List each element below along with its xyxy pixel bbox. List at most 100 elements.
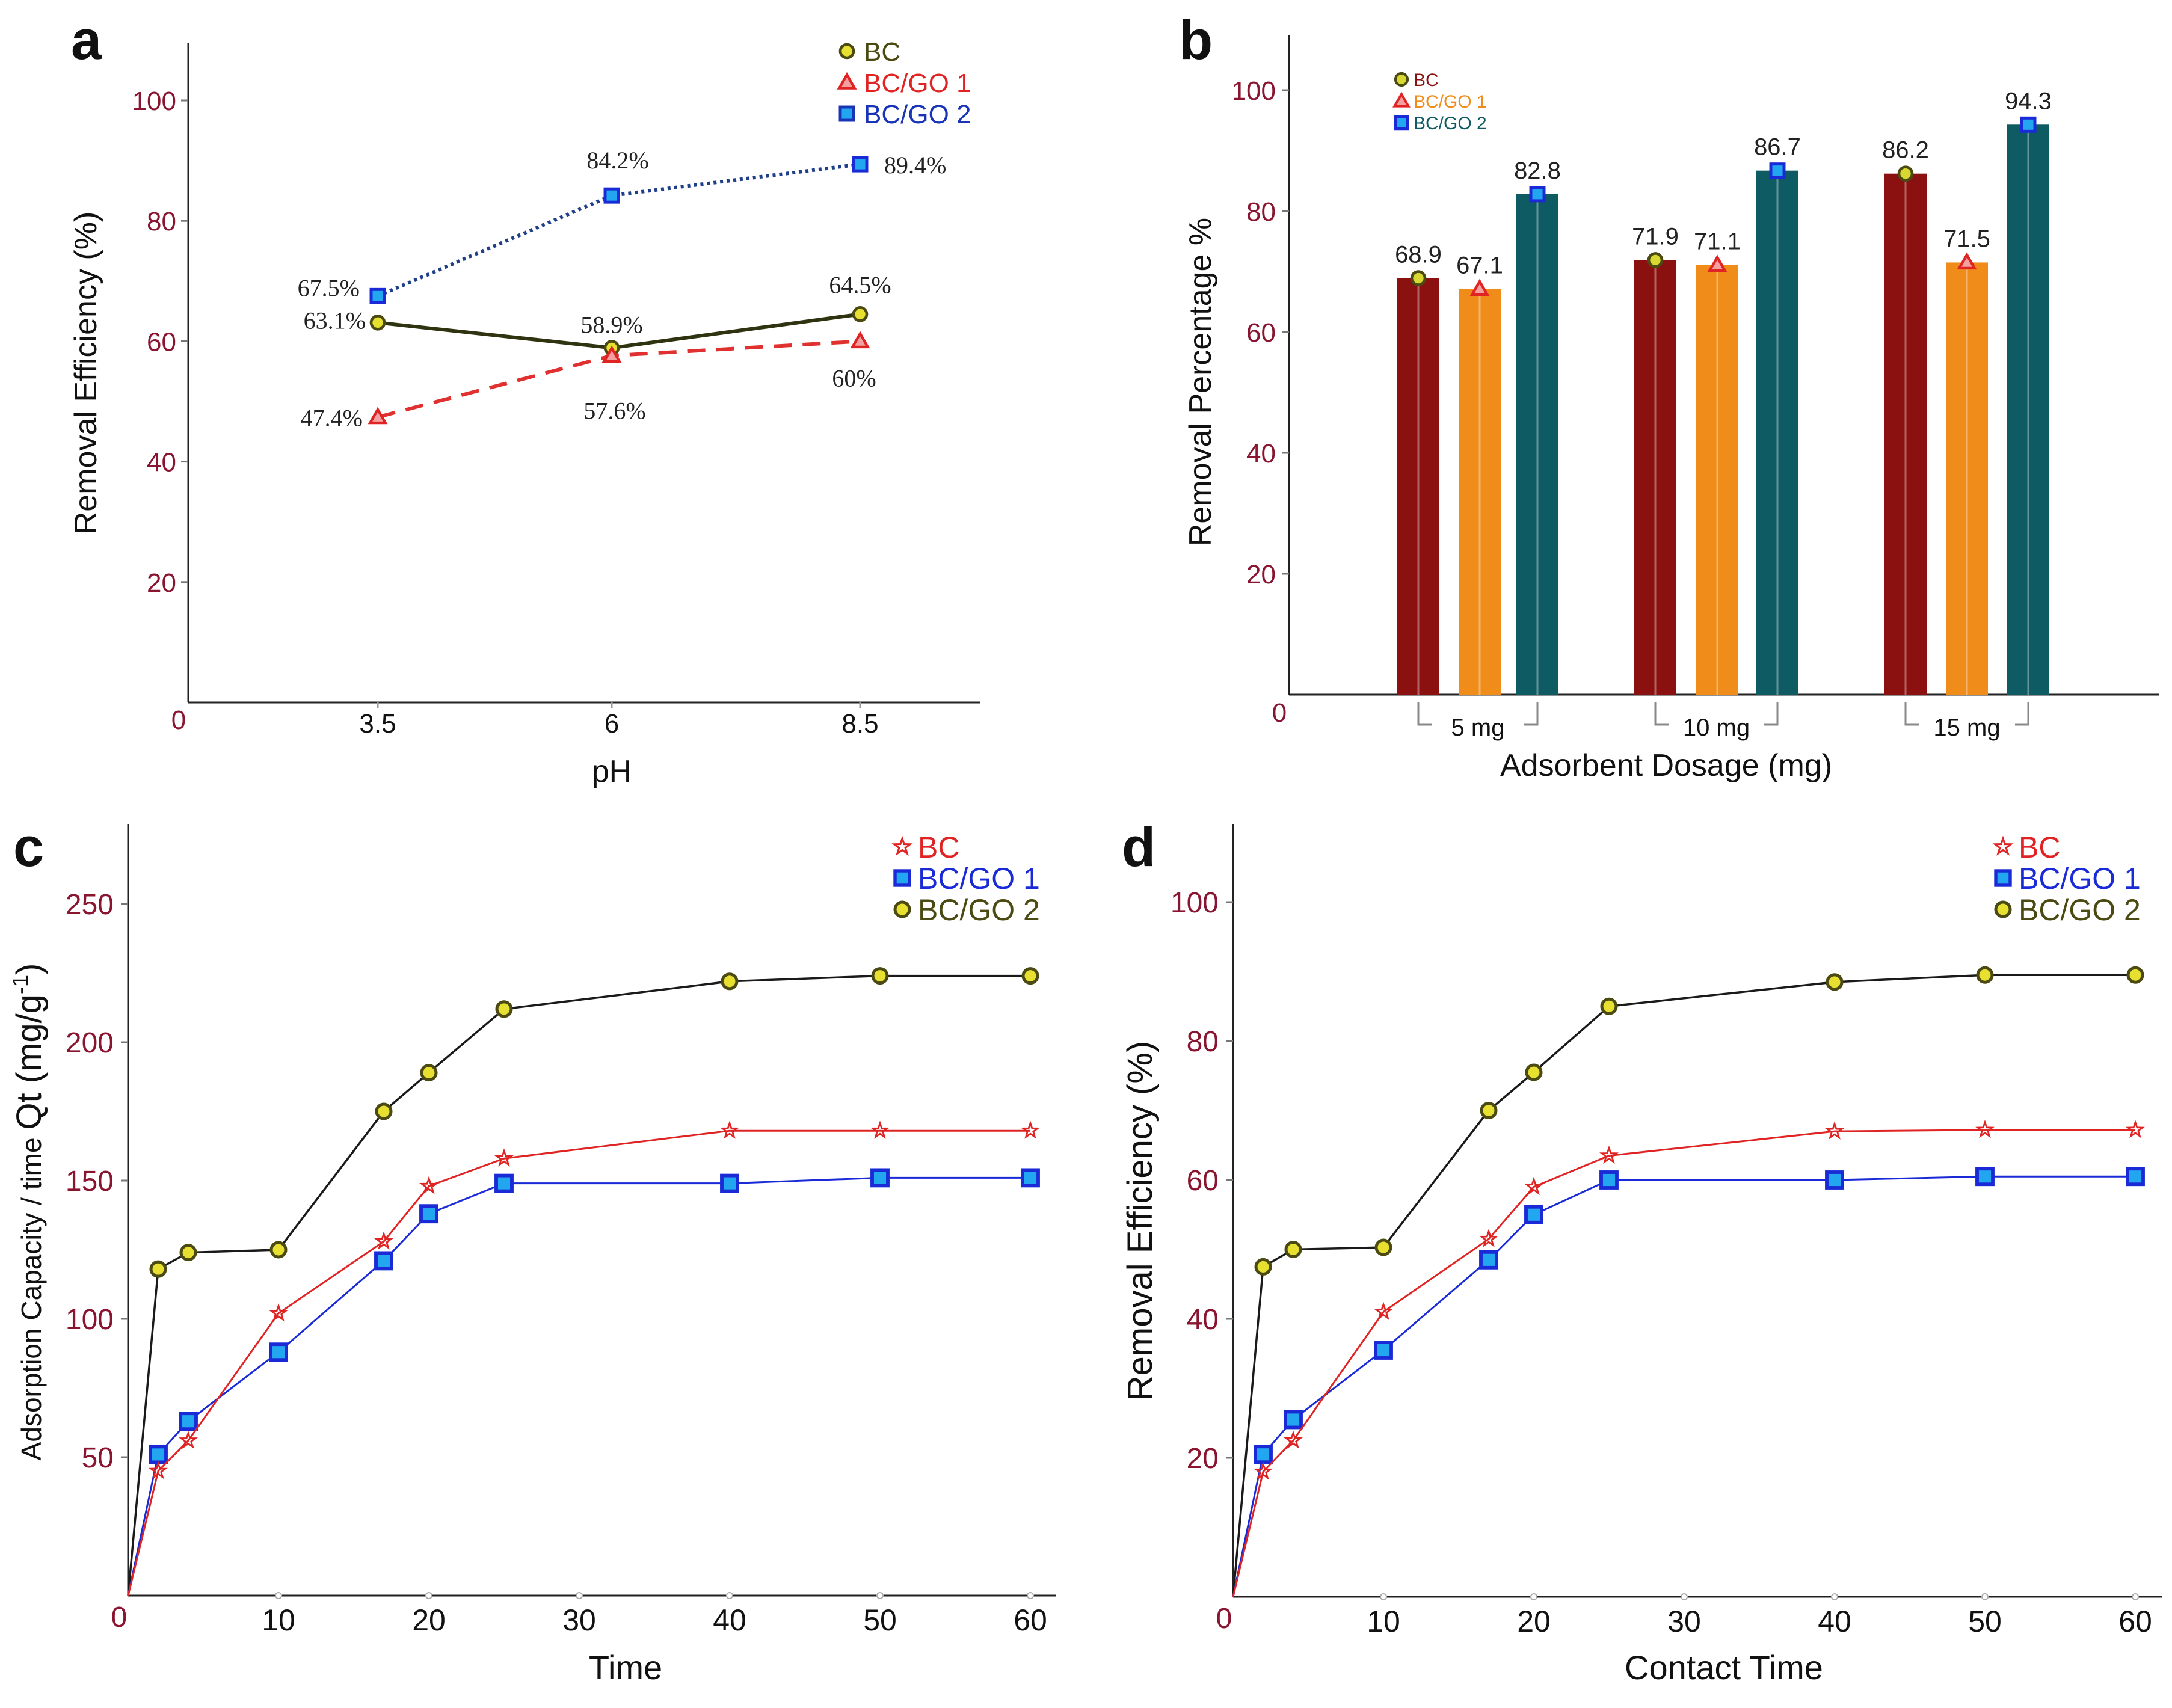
data-label: 89.4% xyxy=(884,152,946,179)
bar xyxy=(1756,170,1798,695)
bar xyxy=(2007,124,2049,695)
data-point xyxy=(1374,1341,1393,1360)
bar-marker xyxy=(1769,162,1786,179)
x-axis-title: pH xyxy=(592,754,632,789)
x-tick-label: 3.5 xyxy=(359,709,396,739)
x-tick-label: 30 xyxy=(1667,1605,1701,1638)
category-label: 15 mg xyxy=(1933,714,2000,741)
y-axis-title: Removal Efficiency (%) xyxy=(69,212,103,535)
panel-b: b 20 40 60 80 100 0 Removal Percentage % Adsorbe… xyxy=(1179,10,2159,783)
y-tick-label: 100 xyxy=(132,87,176,116)
legend-marker xyxy=(1994,869,2012,887)
series-line-BC/GO 2 xyxy=(127,974,1030,1596)
x-tick-label: 40 xyxy=(1818,1605,1851,1638)
category-bracket-right xyxy=(2015,702,2029,726)
panel-label: d xyxy=(1122,817,1155,878)
data-point xyxy=(375,1102,393,1120)
x-tick xyxy=(425,1592,432,1599)
x-tick-label: 6 xyxy=(605,709,619,739)
y-tick-label: 20 xyxy=(147,568,176,598)
y-axis-title-close: ) xyxy=(10,963,49,975)
x-tick-label: 60 xyxy=(2118,1605,2152,1638)
data-point xyxy=(1479,1229,1498,1247)
series-line-BC/GO 2 xyxy=(377,162,861,298)
legend-marker xyxy=(1394,115,1409,131)
bar xyxy=(1516,194,1558,695)
legend-label: BC/GO 2 xyxy=(2019,893,2141,927)
legend-marker xyxy=(893,900,911,918)
panel-a: a 20 40 60 80 100 0 3.5 6 8.5 pH Removal Efficiency… xyxy=(69,10,980,789)
category-label: 5 mg xyxy=(1451,714,1505,741)
y-tick-label: 100 xyxy=(66,1304,114,1336)
legend-label: BC/GO 2 xyxy=(918,893,1040,927)
series-line-BC xyxy=(1232,1129,2135,1597)
panel-label: b xyxy=(1179,10,1213,71)
data-point xyxy=(720,1120,739,1139)
legend-marker xyxy=(1394,72,1409,87)
y-tick-label: 80 xyxy=(147,207,176,236)
y-tick-label: 100 xyxy=(1171,887,1219,919)
data-label: 67.5% xyxy=(298,274,360,301)
data-point xyxy=(721,972,739,991)
bar xyxy=(1884,173,1927,695)
x-tick xyxy=(1027,1592,1034,1599)
y-tick-label: 20 xyxy=(1246,560,1276,589)
data-point xyxy=(269,1303,288,1322)
bar-marker xyxy=(1410,270,1427,286)
data-point xyxy=(1284,1430,1303,1449)
bar-marker xyxy=(1647,252,1664,268)
x-tick xyxy=(876,1592,884,1599)
y-tick-label: 50 xyxy=(82,1442,114,1474)
legend-label: BC xyxy=(864,37,900,67)
data-point xyxy=(374,1231,393,1250)
bar-value-label: 67.1 xyxy=(1456,253,1503,279)
data-point xyxy=(149,1461,168,1479)
data-point xyxy=(720,1173,739,1193)
x-tick xyxy=(1380,1593,1387,1600)
data-point xyxy=(179,1412,198,1431)
category-bracket-left xyxy=(1654,702,1669,726)
bar-marker xyxy=(1957,252,1977,270)
legend-marker xyxy=(1392,91,1411,108)
bar-value-label: 82.8 xyxy=(1514,158,1561,184)
category-bracket-right xyxy=(1764,702,1779,726)
x-tick xyxy=(275,1592,282,1599)
series-line-BC xyxy=(127,1129,1030,1596)
legend-marker xyxy=(838,43,855,60)
data-point xyxy=(179,1430,198,1449)
data-point xyxy=(419,1176,438,1194)
bar-value-label: 71.5 xyxy=(1943,226,1990,252)
y-tick-label: 60 xyxy=(1187,1165,1219,1197)
data-point xyxy=(368,407,388,425)
data-label: 47.4% xyxy=(301,405,363,432)
data-point xyxy=(1254,1461,1273,1480)
bar xyxy=(1459,289,1501,695)
data-label: 84.2% xyxy=(586,147,648,174)
data-point xyxy=(1599,1170,1619,1190)
legend-label: BC/GO 2 xyxy=(1414,114,1487,134)
legend-marker xyxy=(1994,900,2012,918)
x-tick-label: 10 xyxy=(1367,1605,1400,1638)
x-tick xyxy=(1831,1593,1838,1600)
data-point xyxy=(2126,1167,2145,1187)
x-tick-label: 40 xyxy=(713,1603,746,1637)
series-line-BC/GO 2 xyxy=(1232,974,2135,1597)
x-tick-label: 30 xyxy=(562,1603,596,1637)
y-tick-label: 40 xyxy=(1246,439,1276,468)
y-axis-title-sup: -1 xyxy=(8,975,32,994)
data-point xyxy=(852,156,869,173)
x-tick xyxy=(2132,1593,2139,1600)
data-point xyxy=(420,1064,438,1082)
data-label: 64.5% xyxy=(829,271,891,298)
data-point xyxy=(179,1244,197,1262)
y-tick-label: 40 xyxy=(1187,1304,1219,1336)
y-axis-title-main: Adsorption Capacity / time xyxy=(16,1130,47,1461)
data-point xyxy=(149,1260,167,1278)
x-tick xyxy=(1530,1593,1537,1600)
bar xyxy=(1634,260,1676,695)
data-point xyxy=(603,187,620,204)
bar-marker xyxy=(1707,254,1727,272)
